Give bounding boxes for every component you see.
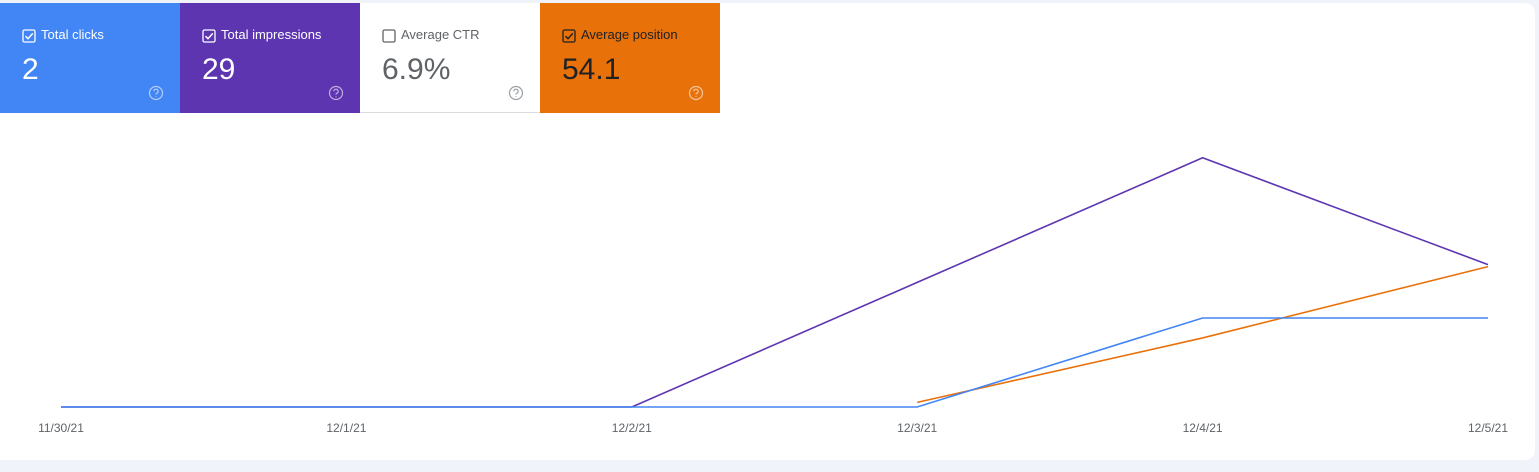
series-line xyxy=(917,265,1489,404)
metric-label: Total impressions xyxy=(221,27,322,42)
checkbox xyxy=(382,29,396,43)
metric-label: Average CTR xyxy=(401,27,480,42)
checkbox xyxy=(22,29,36,43)
metric-value: 6.9% xyxy=(382,53,451,86)
checkmark xyxy=(24,32,34,40)
series-line xyxy=(61,156,1489,408)
x-tick-label: 12/3/21 xyxy=(897,421,937,435)
x-tick-label: 12/5/21 xyxy=(1468,421,1508,435)
x-tick-label: 12/2/21 xyxy=(612,421,652,435)
metric-cards: Total clicks 2 Total impressions 29 Average … xyxy=(0,3,720,113)
metric-card[interactable]: Average CTR 6.9% xyxy=(360,3,540,113)
metric-card[interactable]: Total clicks 2 xyxy=(0,3,180,113)
x-tick-label: 12/1/21 xyxy=(326,421,366,435)
checkbox-box xyxy=(562,29,576,43)
metric-label: Total clicks xyxy=(41,27,104,42)
x-tick-label: 12/4/21 xyxy=(1183,421,1223,435)
help-mark xyxy=(333,88,339,97)
help-icon[interactable] xyxy=(508,85,524,101)
help-icon[interactable] xyxy=(148,85,164,101)
checkmark xyxy=(564,32,574,40)
checkbox-box xyxy=(202,29,216,43)
metric-card[interactable]: Average position 54.1 xyxy=(540,3,720,113)
metric-label: Average position xyxy=(581,27,678,42)
checkbox-box xyxy=(22,29,36,43)
help-circle xyxy=(328,85,344,101)
help-mark xyxy=(513,88,519,97)
checkbox xyxy=(562,29,576,43)
help-mark xyxy=(693,88,699,97)
metric-value: 29 xyxy=(202,53,236,86)
help-icon[interactable] xyxy=(328,85,344,101)
checkbox xyxy=(202,29,216,43)
metric-value: 2 xyxy=(22,53,39,86)
series-line xyxy=(61,317,1488,408)
help-circle xyxy=(148,85,164,101)
help-circle xyxy=(688,85,704,101)
x-tick-label: 11/30/21 xyxy=(38,421,84,435)
checkbox-box xyxy=(382,29,396,43)
help-mark xyxy=(153,88,159,97)
metric-value: 54.1 xyxy=(562,53,621,86)
checkmark xyxy=(204,32,214,40)
help-icon[interactable] xyxy=(688,85,704,101)
metric-card[interactable]: Total impressions 29 xyxy=(180,3,360,113)
help-circle xyxy=(508,85,524,101)
